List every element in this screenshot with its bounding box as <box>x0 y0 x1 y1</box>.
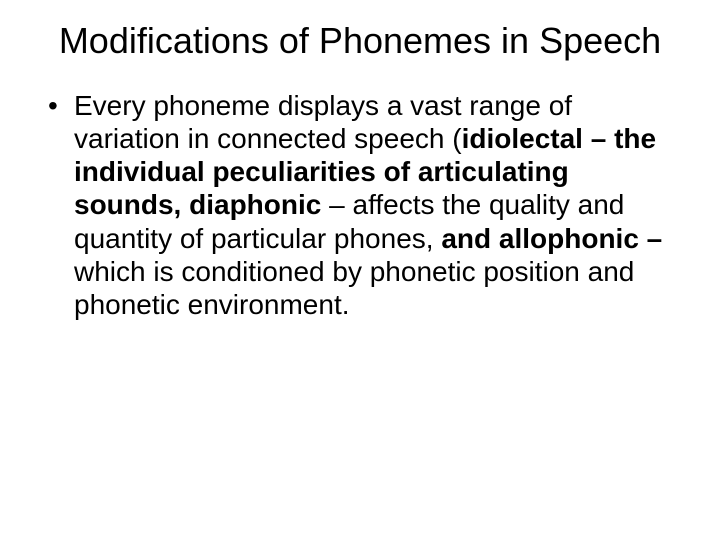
bold-segment: diaphonic <box>189 189 321 220</box>
bold-segment: and allophonic – <box>441 223 662 254</box>
slide-container: Modifications of Phonemes in Speech Ever… <box>0 0 720 540</box>
bullet-list: Every phoneme displays a vast range of v… <box>40 89 680 320</box>
text-segment: which is conditioned by phonetic positio… <box>74 256 634 320</box>
text-segment <box>181 189 189 220</box>
bullet-item: Every phoneme displays a vast range of v… <box>40 89 680 320</box>
slide-title: Modifications of Phonemes in Speech <box>40 20 680 61</box>
